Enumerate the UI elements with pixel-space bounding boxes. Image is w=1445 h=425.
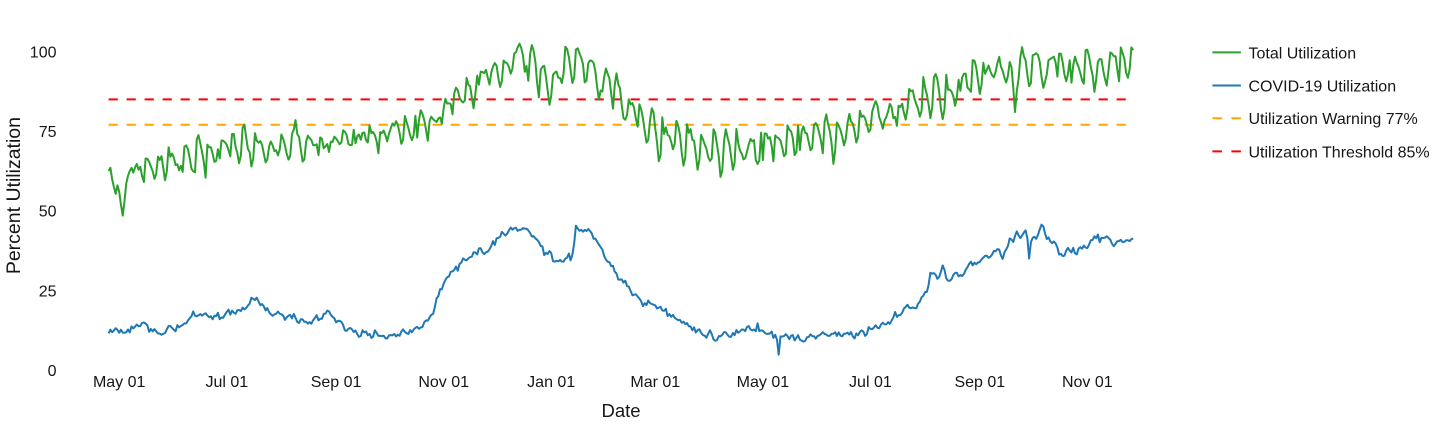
svg-text:Percent Utilization: Percent Utilization: [3, 117, 25, 274]
svg-text:Sep 01: Sep 01: [954, 374, 1005, 391]
svg-text:100: 100: [30, 45, 57, 62]
svg-text:Utilization Warning 77%: Utilization Warning 77%: [1249, 111, 1418, 128]
svg-text:Nov 01: Nov 01: [418, 374, 469, 391]
svg-text:50: 50: [39, 204, 57, 221]
svg-text:25: 25: [39, 283, 57, 300]
svg-text:COVID-19 Utilization: COVID-19 Utilization: [1249, 78, 1397, 95]
svg-text:Nov 01: Nov 01: [1062, 374, 1113, 391]
svg-text:Total Utilization: Total Utilization: [1249, 45, 1357, 62]
svg-text:Utilization Threshold 85%: Utilization Threshold 85%: [1249, 144, 1430, 161]
svg-text:Jul 01: Jul 01: [205, 374, 248, 391]
svg-text:Jul 01: Jul 01: [849, 374, 892, 391]
svg-text:Sep 01: Sep 01: [311, 374, 362, 391]
svg-text:Jan 01: Jan 01: [527, 374, 575, 391]
svg-text:0: 0: [48, 363, 57, 380]
svg-text:May 01: May 01: [737, 374, 790, 391]
svg-text:75: 75: [39, 124, 57, 141]
svg-text:Mar 01: Mar 01: [630, 374, 680, 391]
svg-text:Date: Date: [601, 400, 640, 420]
svg-text:May 01: May 01: [93, 374, 146, 391]
